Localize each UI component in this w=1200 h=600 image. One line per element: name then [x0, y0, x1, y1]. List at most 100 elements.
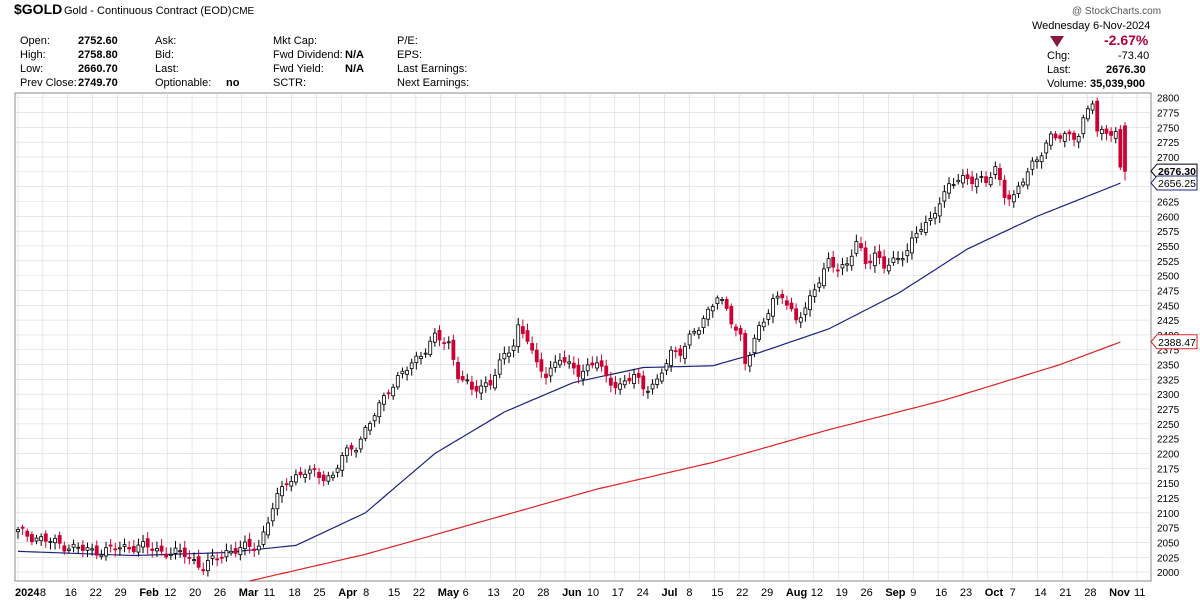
- pe-label: P/E:: [397, 35, 418, 47]
- optionable-label: Optionable:: [155, 77, 212, 89]
- candle-body: [632, 374, 636, 385]
- candle-body: [710, 306, 715, 312]
- candle-body: [970, 176, 975, 185]
- candle-body: [854, 241, 859, 254]
- x-tick-label: 15: [711, 587, 723, 599]
- candle-body: [85, 547, 90, 551]
- candle-body: [669, 349, 673, 366]
- candle-body: [113, 548, 118, 551]
- volume-label: Volume:: [1047, 78, 1087, 90]
- candle-body: [618, 383, 623, 390]
- candle-body: [238, 547, 243, 556]
- candle-body: [835, 269, 840, 272]
- candle-body: [168, 554, 173, 556]
- candle-body: [868, 260, 873, 264]
- x-tick-label: 23: [960, 587, 972, 599]
- candle-body: [849, 255, 854, 267]
- y-tick-label: 2550: [1157, 242, 1180, 253]
- candle-body: [845, 263, 849, 266]
- candle-body: [822, 268, 826, 287]
- x-tick-label: 20: [189, 587, 201, 599]
- mkt-cap-label: Mkt Cap:: [273, 35, 318, 47]
- x-tick-label: 19: [836, 587, 848, 599]
- candle-body: [571, 362, 576, 369]
- candle-body: [173, 547, 178, 554]
- y-tick-label: 2000: [1157, 568, 1180, 579]
- candle-body: [678, 348, 683, 356]
- x-tick-label: 24: [637, 587, 649, 599]
- candle-body: [729, 305, 734, 325]
- candle-body: [683, 345, 687, 359]
- x-tick-label: 18: [289, 587, 301, 599]
- candle-body: [201, 569, 206, 572]
- candle-body: [34, 537, 39, 542]
- x-tick-label: Oct: [985, 587, 1004, 599]
- candle-body: [182, 547, 187, 557]
- candle-body: [798, 317, 803, 323]
- instrument-name: Gold - Continuous Contract (EOD): [64, 5, 232, 17]
- candle-body: [62, 545, 67, 552]
- candle-body: [1035, 159, 1039, 163]
- candle-body: [414, 355, 419, 363]
- candle-body: [1039, 155, 1044, 163]
- x-tick-label: 26: [860, 587, 872, 599]
- candle-body: [48, 540, 53, 543]
- y-tick-label: 2075: [1157, 524, 1180, 535]
- x-tick-label: 13: [487, 587, 499, 599]
- candle-body: [1011, 194, 1016, 203]
- candle-body: [766, 313, 771, 320]
- candle-body: [636, 373, 641, 378]
- chg-value: -73.40: [1118, 50, 1150, 62]
- candle-body: [280, 486, 284, 497]
- candle-body: [1104, 128, 1109, 134]
- candle-body: [599, 360, 604, 367]
- candle-body: [1081, 117, 1086, 135]
- candle-body: [178, 550, 183, 553]
- candle-body: [701, 318, 706, 329]
- candle-body: [655, 378, 660, 385]
- candle-body: [627, 377, 632, 382]
- candle-body: [331, 474, 335, 479]
- candle-body: [53, 537, 57, 544]
- candle-body: [437, 330, 442, 341]
- candle-body: [1086, 108, 1090, 120]
- candle-body: [1016, 185, 1021, 194]
- candle-body: [261, 531, 266, 545]
- candle-body: [456, 362, 460, 380]
- candle-body: [43, 533, 48, 542]
- candle-body: [16, 529, 20, 533]
- candle-body: [99, 554, 104, 558]
- candle-body: [534, 349, 539, 363]
- candle-body: [863, 247, 868, 264]
- x-tick-label: 29: [761, 587, 773, 599]
- candle-body: [57, 535, 62, 544]
- candle-body: [215, 558, 220, 561]
- candle-body: [1053, 133, 1058, 139]
- bid-label: Bid:: [155, 49, 174, 61]
- candle-body: [530, 343, 535, 351]
- candle-body: [673, 350, 678, 353]
- candle-body: [391, 386, 396, 397]
- x-tick-label: 7: [1010, 587, 1016, 599]
- candle-body: [465, 379, 470, 382]
- x-tick-label: 15: [388, 587, 400, 599]
- candle-body: [428, 340, 433, 355]
- open-value: 2752.60: [78, 35, 118, 47]
- candle-body: [363, 427, 368, 439]
- candle-body: [474, 385, 479, 392]
- y-tick-label: 2525: [1157, 257, 1180, 268]
- candle-body: [692, 331, 697, 334]
- candle-body: [696, 329, 701, 335]
- candle-body: [1099, 129, 1104, 134]
- y-tick-label: 2150: [1157, 479, 1180, 490]
- candle-body: [395, 375, 400, 388]
- symbol: $GOLD: [14, 1, 63, 17]
- candle-body: [1090, 103, 1095, 111]
- candle-body: [326, 475, 331, 482]
- candle-body: [256, 545, 261, 551]
- candle-body: [358, 438, 363, 450]
- x-tick-label: 8: [363, 587, 369, 599]
- candle-body: [419, 356, 423, 359]
- y-tick-label: 2450: [1157, 301, 1180, 312]
